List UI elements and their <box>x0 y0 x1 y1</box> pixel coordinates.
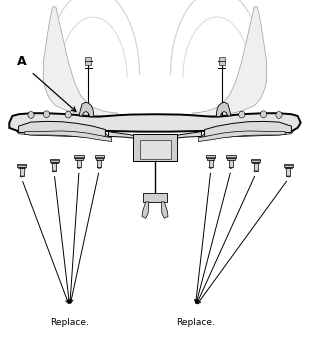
Bar <box>226 155 236 158</box>
Text: Replace.: Replace. <box>176 318 215 327</box>
Bar <box>95 158 103 160</box>
Bar <box>140 140 170 159</box>
Bar <box>51 162 58 163</box>
Bar <box>285 167 292 168</box>
Polygon shape <box>254 171 258 172</box>
Polygon shape <box>161 202 168 218</box>
Bar <box>229 160 233 167</box>
Bar <box>143 193 167 202</box>
Bar <box>227 158 235 160</box>
Bar <box>95 155 104 158</box>
Circle shape <box>43 111 50 118</box>
Polygon shape <box>43 7 118 116</box>
Circle shape <box>28 112 34 118</box>
Bar <box>75 158 83 160</box>
Polygon shape <box>209 167 213 169</box>
Circle shape <box>65 111 71 118</box>
Polygon shape <box>52 171 56 172</box>
Polygon shape <box>97 167 101 169</box>
Bar <box>97 160 101 167</box>
Polygon shape <box>19 121 105 136</box>
Polygon shape <box>77 167 81 169</box>
Bar <box>254 163 258 171</box>
Polygon shape <box>20 176 24 177</box>
Polygon shape <box>216 102 231 117</box>
Polygon shape <box>286 176 290 177</box>
Polygon shape <box>25 131 112 142</box>
Bar <box>85 57 91 61</box>
Text: Replace.: Replace. <box>50 318 89 327</box>
Polygon shape <box>205 121 291 136</box>
Bar <box>284 164 293 167</box>
Bar <box>207 158 215 160</box>
Bar <box>18 167 25 168</box>
Circle shape <box>239 111 245 118</box>
Bar <box>17 164 26 167</box>
Bar <box>50 159 59 162</box>
Bar <box>251 159 260 162</box>
Polygon shape <box>9 113 301 133</box>
Polygon shape <box>202 125 294 137</box>
Bar <box>85 61 91 65</box>
Bar <box>209 160 213 167</box>
Text: A: A <box>17 55 27 68</box>
Bar <box>20 168 24 176</box>
Bar <box>219 57 225 61</box>
Polygon shape <box>79 102 94 117</box>
Bar <box>52 163 56 171</box>
Bar <box>133 134 177 161</box>
Bar <box>74 155 84 158</box>
Bar <box>206 155 215 158</box>
Bar <box>219 61 225 65</box>
Bar <box>286 168 290 176</box>
Circle shape <box>276 112 282 118</box>
Circle shape <box>260 111 267 118</box>
Bar <box>77 160 81 167</box>
Polygon shape <box>108 132 202 161</box>
Polygon shape <box>16 125 108 137</box>
Polygon shape <box>142 202 149 218</box>
Polygon shape <box>198 131 285 142</box>
Polygon shape <box>192 7 267 116</box>
Bar <box>252 162 259 163</box>
Polygon shape <box>229 167 233 169</box>
